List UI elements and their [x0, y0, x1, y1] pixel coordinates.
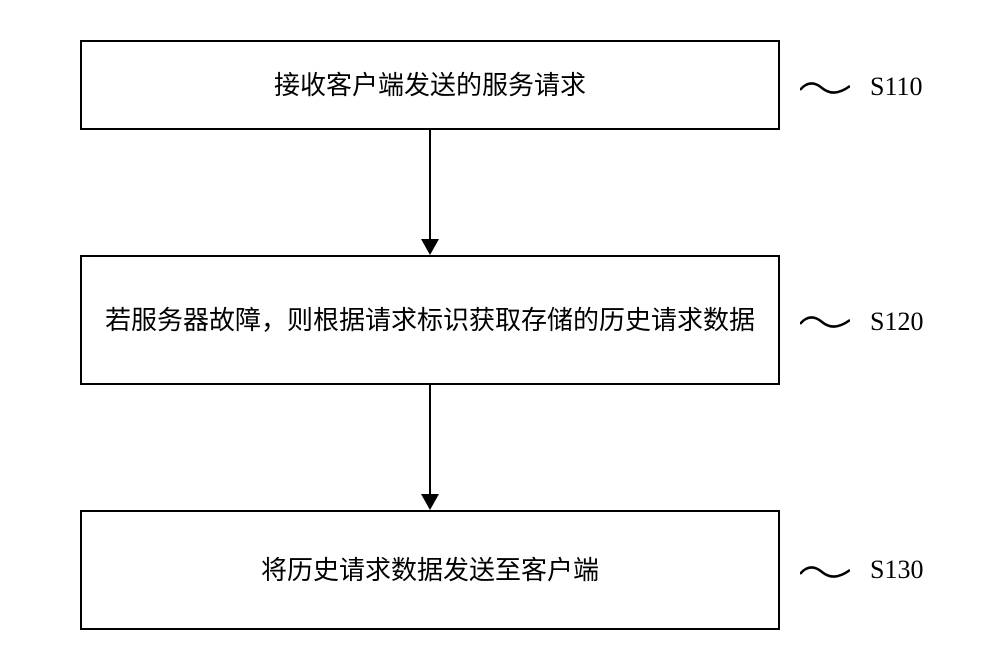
flow-node-s110: 接收客户端发送的服务请求	[80, 40, 780, 130]
tilde-connector-s110	[800, 78, 850, 98]
flow-node-text: 接收客户端发送的服务请求	[274, 66, 586, 105]
tilde-connector-s130	[800, 562, 850, 582]
flow-node-s120: 若服务器故障，则根据请求标识获取存储的历史请求数据	[80, 255, 780, 385]
step-label-s120: S120	[870, 307, 923, 337]
flow-arrow-2	[421, 385, 439, 510]
step-label-s130: S130	[870, 555, 923, 585]
flow-node-text: 若服务器故障，则根据请求标识获取存储的历史请求数据	[105, 301, 755, 340]
tilde-connector-s120	[800, 312, 850, 332]
flow-arrow-1	[421, 130, 439, 255]
flow-node-s130: 将历史请求数据发送至客户端	[80, 510, 780, 630]
flow-node-text: 将历史请求数据发送至客户端	[261, 551, 599, 590]
step-label-s110: S110	[870, 72, 923, 102]
